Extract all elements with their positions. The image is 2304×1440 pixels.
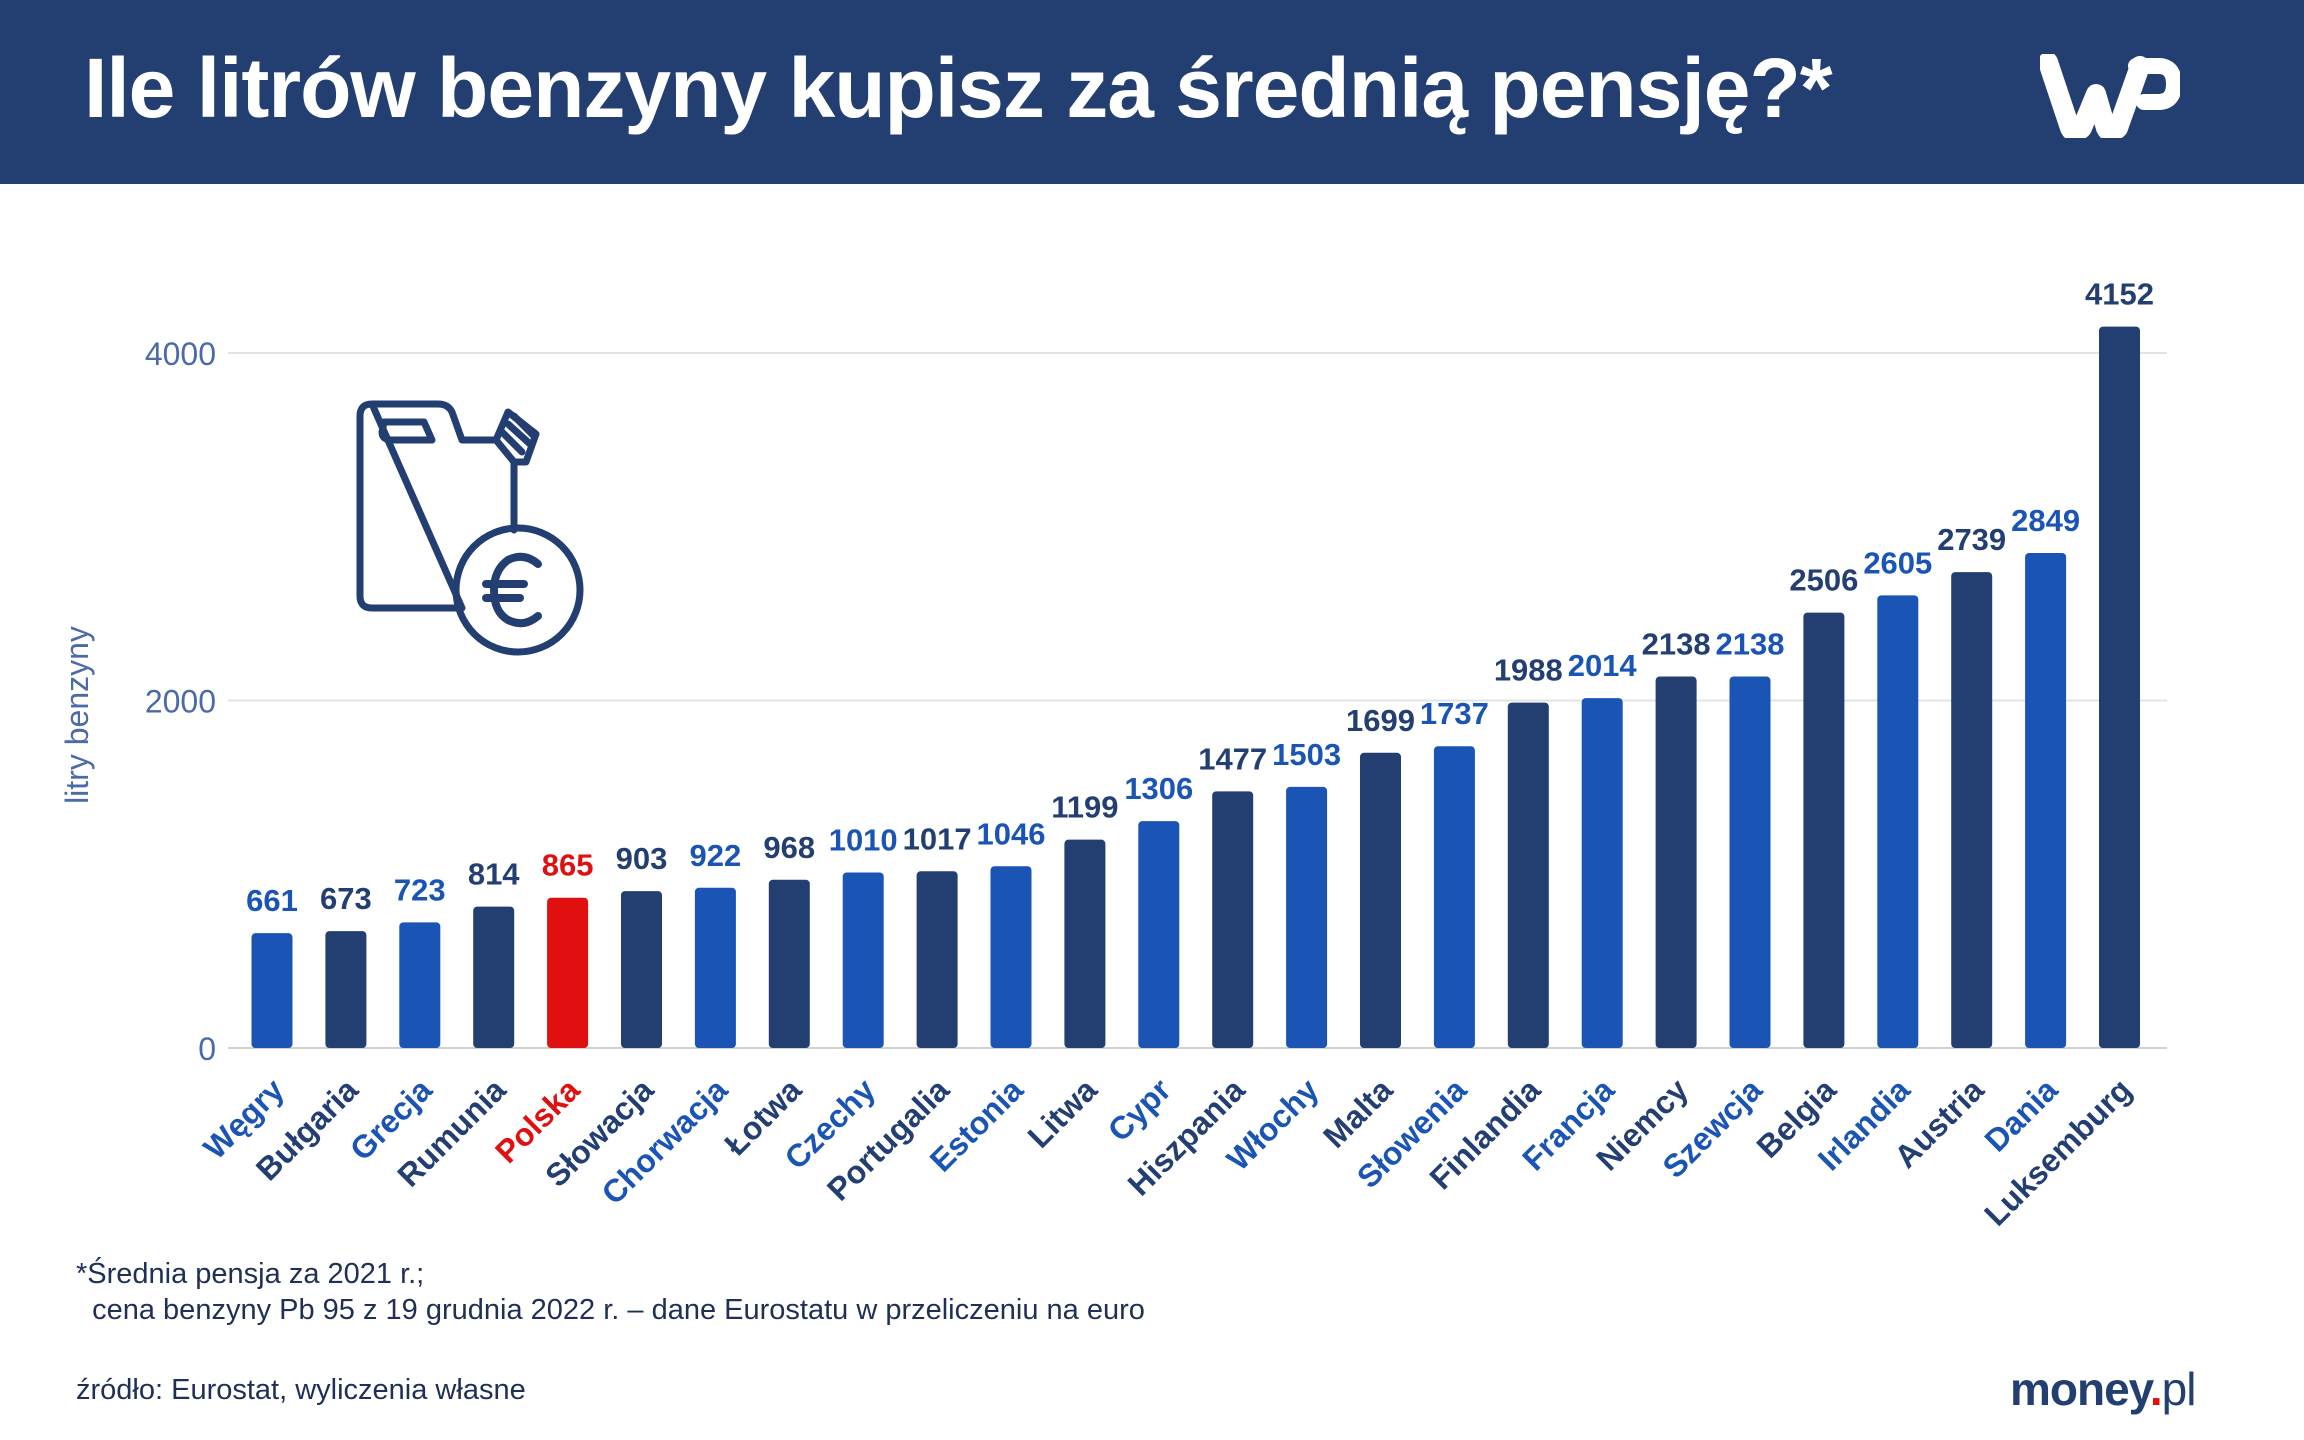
bar xyxy=(1951,572,1993,1048)
bar xyxy=(1877,595,1919,1048)
value-label: 1046 xyxy=(977,816,1046,851)
bar xyxy=(251,933,293,1048)
brand-dot: . xyxy=(2149,1363,2163,1415)
bar xyxy=(399,922,441,1048)
value-label: 2138 xyxy=(1642,627,1711,662)
brand-tld: pl xyxy=(2161,1363,2197,1415)
bar xyxy=(1655,676,1697,1048)
value-label: 1306 xyxy=(1124,771,1193,806)
source-note: źródło: Eurostat, wyliczenia własne xyxy=(76,1374,526,1406)
value-label: 1699 xyxy=(1346,703,1415,738)
value-label: 2506 xyxy=(1789,563,1858,598)
wp-logo xyxy=(2040,54,2180,138)
bar xyxy=(1360,752,1401,1048)
bar xyxy=(1729,676,1771,1048)
y-tick-label: 0 xyxy=(198,1031,216,1067)
footnote-line-1: *Średnia pensja za 2021 r.; xyxy=(76,1258,425,1290)
bar xyxy=(621,891,662,1048)
bar xyxy=(1803,612,1845,1048)
value-label: 814 xyxy=(468,857,520,892)
brand-name: money xyxy=(2010,1363,2151,1415)
bar xyxy=(990,866,1032,1048)
value-label: 1017 xyxy=(903,821,972,856)
bar xyxy=(1212,791,1254,1048)
bar xyxy=(1433,746,1475,1048)
value-label: 2849 xyxy=(2011,503,2080,538)
category-label: Litwa xyxy=(1021,1071,1104,1154)
bar xyxy=(473,906,515,1048)
page-title: Ile litrów benzyny kupisz za średnią pen… xyxy=(84,41,1833,135)
value-label: 922 xyxy=(690,838,742,873)
value-label: 968 xyxy=(763,830,815,865)
y-tick-label: 2000 xyxy=(145,684,216,720)
value-label: 2014 xyxy=(1568,648,1638,683)
footnote-line-2: cena benzyny Pb 95 z 19 grudnia 2022 r. … xyxy=(76,1294,1145,1326)
value-label: 1988 xyxy=(1494,653,1563,688)
value-label: 1010 xyxy=(829,823,898,858)
bar xyxy=(842,872,884,1048)
value-label: 2605 xyxy=(1863,545,1932,580)
value-label: 865 xyxy=(542,848,594,883)
bar xyxy=(768,879,810,1048)
bar xyxy=(1286,786,1328,1048)
value-label: 673 xyxy=(320,881,372,916)
bar xyxy=(2025,552,2067,1048)
value-label: 723 xyxy=(394,872,446,907)
value-label: 1503 xyxy=(1272,737,1341,772)
y-axis-label: litry benzyny xyxy=(59,626,95,804)
bar xyxy=(1507,702,1549,1048)
bar xyxy=(916,871,958,1048)
bar xyxy=(694,887,736,1048)
value-label: 1737 xyxy=(1420,696,1489,731)
bar xyxy=(2099,326,2140,1049)
bar xyxy=(547,897,589,1048)
value-label: 2739 xyxy=(1937,522,2006,557)
value-label: 661 xyxy=(246,883,298,918)
value-label: 2138 xyxy=(1716,627,1785,662)
value-label: 1199 xyxy=(1051,790,1118,825)
value-label: 903 xyxy=(616,841,668,876)
y-tick-label: 4000 xyxy=(145,336,216,372)
value-label: 1477 xyxy=(1198,741,1267,776)
bar xyxy=(1064,839,1106,1048)
value-label: 4152 xyxy=(2085,277,2154,312)
bar xyxy=(1581,698,1623,1048)
money-pl-logo: money.pl xyxy=(2010,1362,2197,1416)
header-banner: Ile litrów benzyny kupisz za średnią pen… xyxy=(0,0,2304,184)
bar xyxy=(1138,821,1180,1048)
bar xyxy=(325,931,367,1048)
fuel-canister-euro-icon xyxy=(356,400,584,656)
